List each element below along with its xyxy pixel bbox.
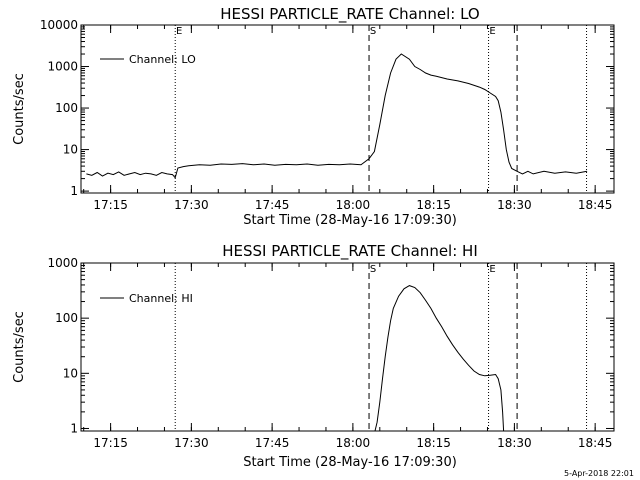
chart-hi-y-tick-label: 1 <box>70 421 78 435</box>
chart-lo-legend-label: Channel: LO <box>129 53 196 66</box>
chart-hi-x-tick-label: 18:45 <box>578 436 613 450</box>
chart-hi-x-tick-label: 17:15 <box>93 436 128 450</box>
chart-lo-x-tick-label: 17:30 <box>174 198 209 212</box>
chart-lo-x-ticks <box>83 25 596 193</box>
chart-hi-x-tick-label: 18:30 <box>497 436 532 450</box>
chart-hi-x-tick-label: 18:00 <box>336 436 371 450</box>
chart-hi-markers <box>174 263 588 431</box>
chart-lo-x-tick-label: 17:15 <box>93 198 128 212</box>
chart-lo-x-tick-label: 18:00 <box>336 198 371 212</box>
chart-lo-title: HESSI PARTICLE_RATE Channel: LO <box>220 5 479 24</box>
chart-hi-title: HESSI PARTICLE_RATE Channel: HI <box>222 242 478 261</box>
chart-hi-y-axis-label: Counts/sec <box>12 311 27 383</box>
chart-lo-y-tick-label: 100 <box>55 101 78 115</box>
chart-lo-x-tick-label: 17:45 <box>255 198 290 212</box>
chart-hi-x-tick-label: 17:30 <box>174 436 209 450</box>
chart-hi-y-tick-labels: 1 10 100 1000 <box>47 256 78 435</box>
chart-lo-y-tick-label: 10000 <box>40 18 78 32</box>
chart-lo-x-tick-label: 18:45 <box>578 198 613 212</box>
chart-lo-series-line <box>86 53 588 179</box>
chart-lo-y-tick-label: 10 <box>63 143 78 157</box>
chart-lo-y-axis-label: Counts/sec <box>12 73 27 145</box>
chart-lo-x-tick-labels: 17:15 17:30 17:45 18:00 18:15 18:30 18:45 <box>93 198 612 212</box>
generation-timestamp: 5-Apr-2018 22:01 <box>564 469 634 478</box>
chart-lo-frame <box>80 24 615 194</box>
chart-hi-y-tick-label: 1000 <box>47 256 78 270</box>
chart-lo-y-tick-label: 1 <box>70 184 78 198</box>
chart-lo-y-ticks <box>81 24 614 192</box>
chart-lo-panel: HESSI PARTICLE_RATE Channel: LO E S E 17:1… <box>12 5 615 228</box>
chart-lo-y-tick-label: 1000 <box>47 60 78 74</box>
chart-hi-frame <box>80 262 615 432</box>
chart-lo-x-axis-label: Start Time (28-May-16 17:09:30) <box>243 213 457 228</box>
chart-hi-x-tick-label: 17:45 <box>255 436 290 450</box>
chart-hi-x-tick-label: 18:15 <box>416 436 451 450</box>
chart-hi-x-ticks <box>83 263 596 431</box>
chart-lo-x-tick-label: 18:30 <box>497 198 532 212</box>
chart-hi-legend-label: Channel: HI <box>129 292 193 305</box>
chart-lo-marker-label: E <box>176 26 182 37</box>
chart-hi-x-axis-label: Start Time (28-May-16 17:09:30) <box>243 455 457 470</box>
chart-hi-series-line <box>374 285 505 432</box>
chart-lo-marker-label: E <box>489 26 495 37</box>
chart-lo-markers <box>174 25 588 193</box>
chart-lo-x-tick-label: 18:15 <box>416 198 451 212</box>
chart-hi-marker-label: S <box>370 264 376 275</box>
chart-hi-y-ticks <box>81 262 614 429</box>
chart-lo-marker-label: S <box>370 26 376 37</box>
chart-lo-y-tick-labels: 1 10 100 1000 10000 <box>40 18 78 198</box>
chart-hi-y-tick-label: 100 <box>55 311 78 325</box>
chart-hi-x-tick-labels: 17:15 17:30 17:45 18:00 18:15 18:30 18:45 <box>93 436 612 450</box>
chart-hi-marker-label: E <box>489 264 495 275</box>
chart-hi-y-tick-label: 10 <box>63 366 78 380</box>
